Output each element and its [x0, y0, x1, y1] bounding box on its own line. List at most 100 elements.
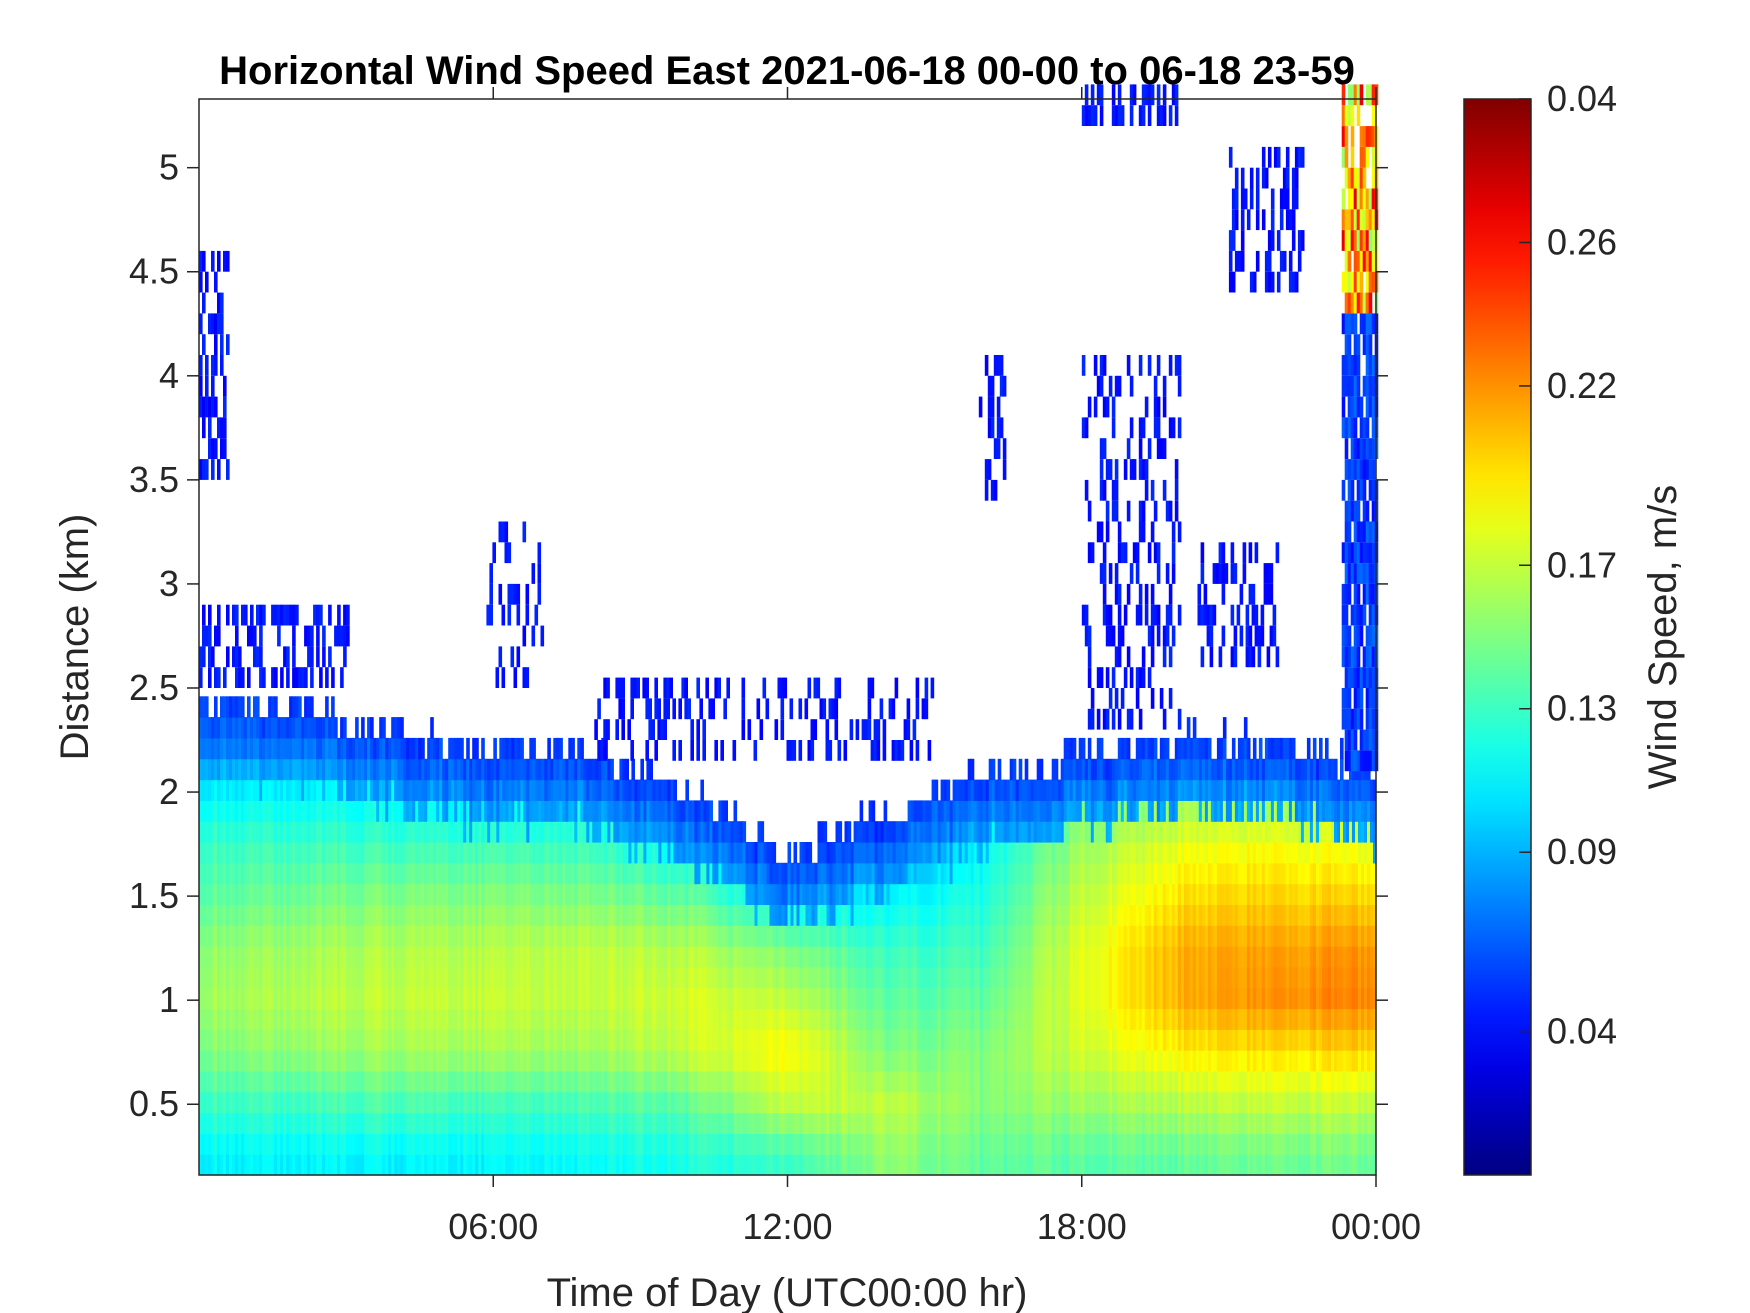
heatmap-cell: [781, 987, 786, 1010]
heatmap-cell: [460, 1070, 464, 1093]
heatmap-cell: [616, 821, 620, 843]
heatmap-cell: [394, 717, 398, 739]
heatmap-cell: [349, 1050, 353, 1072]
heatmap-cell: [199, 758, 203, 781]
heatmap-cell: [262, 1133, 266, 1155]
heatmap-cell: [427, 862, 431, 885]
heatmap-cell: [385, 737, 389, 760]
heatmap-cell: [742, 862, 747, 885]
heatmap-cell: [532, 1133, 536, 1155]
heatmap-cell: [643, 966, 647, 989]
heatmap-cell: [712, 1154, 716, 1176]
heatmap-cell: [616, 842, 620, 864]
heatmap-cell: [460, 737, 464, 760]
heatmap-cell: [436, 758, 440, 781]
heatmap-cell: [649, 925, 653, 947]
heatmap-cell: [526, 1091, 530, 1114]
heatmap-cell: [697, 1008, 701, 1030]
heatmap-cell: [331, 696, 335, 718]
heatmap-cell: [829, 1008, 834, 1030]
heatmap-cell: [451, 1091, 455, 1114]
heatmap-cell: [847, 966, 852, 989]
heatmap-cell: [220, 821, 224, 843]
heatmap-cell: [391, 821, 395, 843]
heatmap-cell: [244, 1091, 248, 1114]
heatmap-cell: [796, 883, 801, 905]
heatmap-cell: [658, 779, 662, 801]
heatmap-cell: [388, 1008, 392, 1030]
heatmap-cell: [607, 883, 611, 905]
heatmap-cell: [469, 904, 473, 926]
heatmap-cell: [895, 1091, 900, 1114]
heatmap-cell: [628, 925, 632, 947]
heatmap-cell: [559, 779, 563, 801]
heatmap-cell: [361, 1050, 365, 1072]
heatmap-cell: [505, 946, 509, 968]
heatmap-cell: [748, 946, 753, 968]
heatmap-cell: [286, 737, 290, 760]
heatmap-cell: [613, 1091, 617, 1114]
heatmap-cell: [460, 1154, 464, 1176]
heatmap-cell: [955, 925, 960, 947]
heatmap-cell: [574, 987, 578, 1010]
heatmap-cell: [226, 737, 230, 760]
heatmap-cell: [853, 883, 858, 905]
heatmap-cell: [601, 1112, 605, 1134]
heatmap-cell: [502, 737, 506, 760]
heatmap-cell: [199, 987, 203, 1010]
heatmap-cell: [268, 1154, 272, 1176]
heatmap-cell: [475, 1029, 479, 1051]
heatmap-cell: [379, 842, 383, 864]
heatmap-cell: [361, 779, 365, 801]
heatmap-cell: [847, 1154, 852, 1176]
heatmap-cell: [754, 883, 759, 905]
heatmap-cell: [640, 1133, 644, 1155]
heatmap-cell: [550, 1154, 554, 1176]
heatmap-cell: [544, 862, 548, 885]
heatmap-cell: [595, 946, 599, 968]
heatmap-cell: [538, 758, 542, 781]
heatmap-cell: [697, 800, 701, 822]
heatmap-cell: [268, 1133, 272, 1155]
heatmap-cell: [250, 1008, 254, 1030]
heatmap-cell: [487, 779, 491, 801]
heatmap-cell: [724, 842, 728, 864]
heatmap-cell: [307, 1091, 311, 1114]
heatmap-cell: [337, 987, 341, 1010]
heatmap-cell: [679, 883, 683, 905]
heatmap-cell: [394, 966, 398, 989]
heatmap-cell: [214, 717, 218, 739]
heatmap-cell: [592, 925, 596, 947]
heatmap-cell: [475, 1050, 479, 1072]
heatmap-cell: [427, 1133, 431, 1155]
heatmap-cell: [601, 1050, 605, 1072]
heatmap-cell: [331, 925, 335, 947]
heatmap-cell: [841, 946, 846, 968]
heatmap-cell: [787, 987, 792, 1010]
heatmap-cell: [451, 904, 455, 926]
heatmap-cell: [364, 1133, 368, 1155]
heatmap-cell: [868, 1070, 873, 1093]
heatmap-cell: [298, 862, 302, 885]
heatmap-cell: [298, 717, 302, 739]
heatmap-cell: [376, 966, 380, 989]
heatmap-cell: [706, 904, 710, 926]
heatmap-cell: [922, 1112, 927, 1134]
heatmap-cell: [433, 737, 437, 760]
heatmap-cell: [604, 800, 608, 822]
heatmap-cell: [445, 800, 449, 822]
heatmap-cell: [397, 1029, 401, 1051]
heatmap-cell: [259, 1112, 263, 1134]
heatmap-cell: [529, 1050, 533, 1072]
heatmap-cell: [610, 1133, 614, 1155]
heatmap-cell: [604, 925, 608, 947]
heatmap-cell: [208, 1154, 212, 1176]
heatmap-cell: [265, 1029, 269, 1051]
heatmap-cell: [397, 737, 401, 760]
heatmap-cell: [481, 1133, 485, 1155]
heatmap-cell: [799, 1133, 804, 1155]
heatmap-cell: [496, 925, 500, 947]
heatmap-cell: [610, 862, 614, 885]
heatmap-cell: [394, 842, 398, 864]
heatmap-cell: [394, 821, 398, 843]
